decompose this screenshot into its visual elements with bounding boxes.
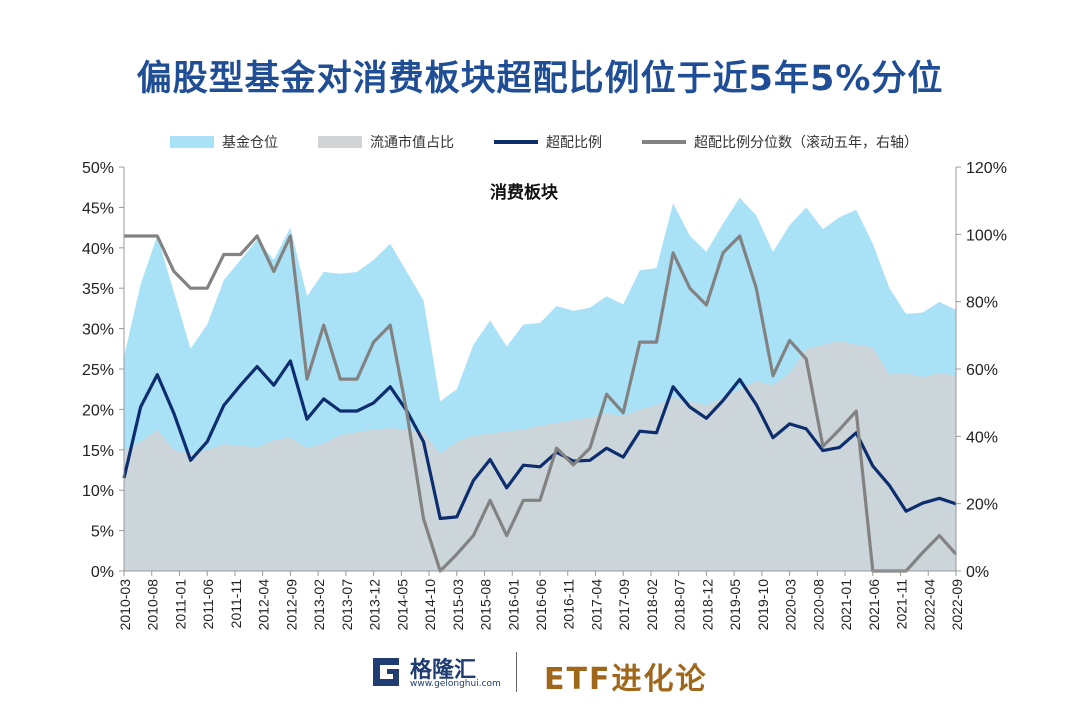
logo-url: www.gelonghui.com bbox=[410, 679, 501, 689]
x-tick-label: 2011-01 bbox=[172, 579, 188, 630]
x-tick-label: 2014-10 bbox=[422, 579, 438, 631]
logo-name: 格隆汇 bbox=[410, 658, 477, 683]
x-tick-label: 2018-12 bbox=[699, 579, 715, 631]
x-tick-label: 2014-05 bbox=[394, 579, 410, 631]
legend-item-overweight-ratio: 超配比例 bbox=[494, 132, 602, 152]
line-percentile bbox=[124, 234, 958, 573]
x-tick-label: 2012-04 bbox=[256, 579, 272, 631]
x-tick-label: 2011-06 bbox=[200, 579, 216, 630]
right-tick-label: 40% bbox=[966, 429, 998, 446]
right-tick-label: 0% bbox=[966, 564, 989, 581]
x-tick-label: 2010-03 bbox=[117, 579, 133, 631]
right-tick-label: 20% bbox=[966, 497, 998, 514]
x-tick-label: 2019-10 bbox=[755, 579, 771, 631]
footer-divider bbox=[516, 652, 517, 692]
left-tick-label: 35% bbox=[82, 281, 114, 298]
left-tick-label: 20% bbox=[82, 402, 114, 419]
legend-swatch-float-cap-share bbox=[318, 136, 362, 148]
x-tick-label: 2022-04 bbox=[921, 579, 937, 631]
x-tick-label: 2013-07 bbox=[339, 579, 355, 631]
x-tick-label: 2015-03 bbox=[450, 579, 466, 631]
chart-annotation: 消费板块 bbox=[490, 182, 559, 203]
x-tick-label: 2022-09 bbox=[949, 579, 965, 631]
x-tick-label: 2015-08 bbox=[478, 579, 494, 631]
x-tick-label: 2010-08 bbox=[145, 579, 161, 631]
right-tick-label: 60% bbox=[966, 362, 998, 379]
left-tick-label: 15% bbox=[82, 443, 114, 460]
legend-label-overweight-ratio: 超配比例 bbox=[546, 135, 602, 151]
x-tick-label: 2019-05 bbox=[727, 579, 743, 631]
right-tick-label: 80% bbox=[966, 295, 998, 312]
x-tick-label: 2017-09 bbox=[616, 579, 632, 631]
left-tick-label: 10% bbox=[82, 483, 114, 500]
x-tick-label: 2020-03 bbox=[783, 579, 799, 631]
left-tick-label: 40% bbox=[82, 241, 114, 258]
x-tick-label: 2011-11 bbox=[228, 579, 244, 629]
legend-item-fund-position: 基金仓位 bbox=[170, 132, 278, 152]
x-tick-label: 2017-04 bbox=[588, 579, 604, 631]
x-tick-label: 2021-11 bbox=[894, 579, 910, 630]
left-tick-label: 0% bbox=[91, 564, 114, 581]
x-tick-label: 2020-08 bbox=[810, 579, 826, 631]
legend-swatch-overweight-ratio bbox=[494, 140, 538, 144]
legend: 基金仓位 流通市值占比 超配比例 超配比例分位数（滚动五年，右轴） bbox=[170, 132, 958, 152]
x-tick-label: 2016-01 bbox=[505, 579, 521, 631]
x-tick-label: 2018-02 bbox=[644, 579, 660, 631]
legend-label-float-cap-share: 流通市值占比 bbox=[370, 135, 454, 151]
x-tick-label: 2016-06 bbox=[533, 579, 549, 631]
legend-item-percentile: 超配比例分位数（滚动五年，右轴） bbox=[642, 132, 918, 152]
left-tick-label: 45% bbox=[82, 200, 114, 217]
line-overweight-ratio bbox=[122, 359, 957, 521]
left-tick-label: 50% bbox=[82, 160, 114, 177]
left-tick-label: 30% bbox=[82, 322, 114, 339]
x-tick-label: 2021-06 bbox=[866, 579, 882, 631]
legend-item-float-cap-share: 流通市值占比 bbox=[318, 132, 454, 152]
x-tick-label: 2018-07 bbox=[672, 579, 688, 631]
area-float-cap-share bbox=[124, 340, 956, 571]
left-tick-label: 25% bbox=[82, 362, 114, 379]
legend-label-fund-position: 基金仓位 bbox=[222, 135, 278, 151]
x-tick-label: 2021-01 bbox=[838, 579, 854, 631]
legend-swatch-fund-position bbox=[170, 136, 214, 148]
x-tick-label: 2013-12 bbox=[367, 579, 383, 631]
right-tick-label: 100% bbox=[966, 227, 1007, 244]
legend-swatch-percentile bbox=[642, 140, 686, 144]
gelonghui-logo-icon bbox=[373, 658, 399, 686]
x-tick-label: 2013-02 bbox=[311, 579, 327, 631]
left-tick-label: 5% bbox=[91, 524, 114, 541]
right-tick-label: 120% bbox=[966, 160, 1007, 177]
x-tick-label: 2012-09 bbox=[283, 579, 299, 631]
footer: 格隆汇 www.gelonghui.com ETF进化论 bbox=[0, 648, 1080, 698]
chart-title: 偏股型基金对消费板块超配比例位于近5年5%分位 bbox=[136, 59, 944, 99]
brand-name: ETF进化论 bbox=[544, 662, 708, 697]
legend-label-percentile: 超配比例分位数（滚动五年，右轴） bbox=[694, 135, 918, 151]
x-tick-label: 2016-11 bbox=[561, 579, 577, 630]
